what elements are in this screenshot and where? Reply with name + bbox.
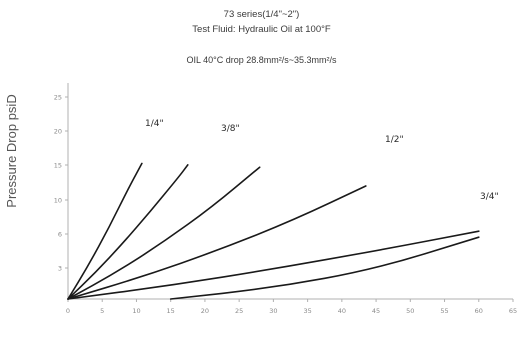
- chart-note: OIL 40°C drop 28.8mm²/s~35.3mm²/s: [186, 55, 337, 65]
- y-tick-label: 6: [58, 231, 62, 239]
- series-line-3-4: [67, 185, 367, 300]
- series-lines: [67, 162, 480, 300]
- x-tick-label: 60: [475, 307, 483, 315]
- x-tick-label: 55: [440, 307, 448, 315]
- x-tick-label: 50: [406, 307, 414, 315]
- axes: 0 5 10 15 20 25 30 35 40 45 50 55 60 65 3 6 10 15 20 25: [54, 83, 517, 315]
- y-tick-label: 25: [54, 94, 62, 102]
- x-tick-label: 65: [509, 307, 517, 315]
- series-line-1-4: [67, 162, 143, 300]
- series-line-5: [67, 230, 480, 300]
- x-tick-label: 20: [201, 307, 209, 315]
- series-label: 3/4": [480, 192, 499, 202]
- y-tick-label: 20: [54, 128, 62, 136]
- y-tick-label: 15: [54, 162, 62, 170]
- x-tick-label: 15: [167, 307, 175, 315]
- x-tick-label: 0: [66, 307, 70, 315]
- series-labels: 1/4" 3/8" 1/2" 3/4": [145, 119, 499, 202]
- x-tick-label: 35: [303, 307, 311, 315]
- chart-title: 73 series(1/4"~2"): [223, 9, 300, 20]
- chart-subtitle: Test Fluid: Hydraulic Oil at 100°F: [192, 24, 331, 35]
- series-label: 3/8": [221, 124, 240, 134]
- series-label: 1/2": [385, 135, 404, 145]
- y-tick-label: 3: [58, 265, 62, 273]
- x-tick-label: 5: [100, 307, 104, 315]
- x-tick-label: 10: [132, 307, 140, 315]
- y-tick-label: 10: [54, 197, 62, 205]
- series-line-1-2: [67, 166, 261, 300]
- x-tick-label: 30: [269, 307, 277, 315]
- x-tick-label: 25: [235, 307, 243, 315]
- series-line-6: [169, 236, 480, 300]
- series-label: 1/4": [145, 119, 164, 129]
- series-line-3-8: [67, 164, 189, 300]
- x-tick-label: 40: [338, 307, 346, 315]
- x-tick-label: 45: [372, 307, 380, 315]
